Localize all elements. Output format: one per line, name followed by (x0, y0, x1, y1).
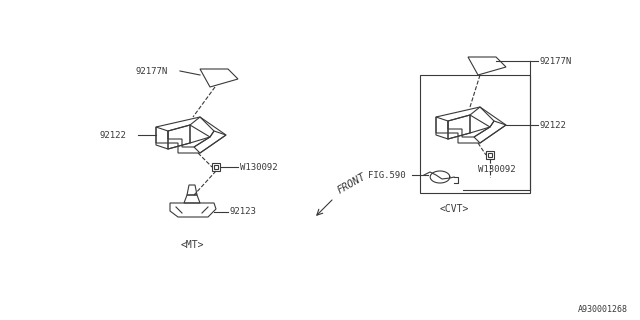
Text: 92123: 92123 (230, 207, 257, 217)
Text: FIG.590: FIG.590 (368, 171, 406, 180)
Text: FRONT: FRONT (336, 172, 368, 196)
Text: <CVT>: <CVT> (439, 204, 468, 214)
Text: 92122: 92122 (100, 131, 127, 140)
Bar (486, 151, 494, 159)
Text: 92177N: 92177N (540, 57, 572, 66)
Text: W130092: W130092 (478, 164, 516, 173)
Text: W130092: W130092 (240, 163, 278, 172)
Text: A930001268: A930001268 (578, 305, 628, 314)
Text: 92122: 92122 (540, 121, 567, 130)
Text: <MT>: <MT> (180, 240, 204, 250)
Bar (420, 75, 530, 193)
Bar (212, 163, 220, 171)
Text: 92177N: 92177N (135, 67, 167, 76)
Bar (488, 153, 492, 157)
Bar (214, 165, 218, 169)
